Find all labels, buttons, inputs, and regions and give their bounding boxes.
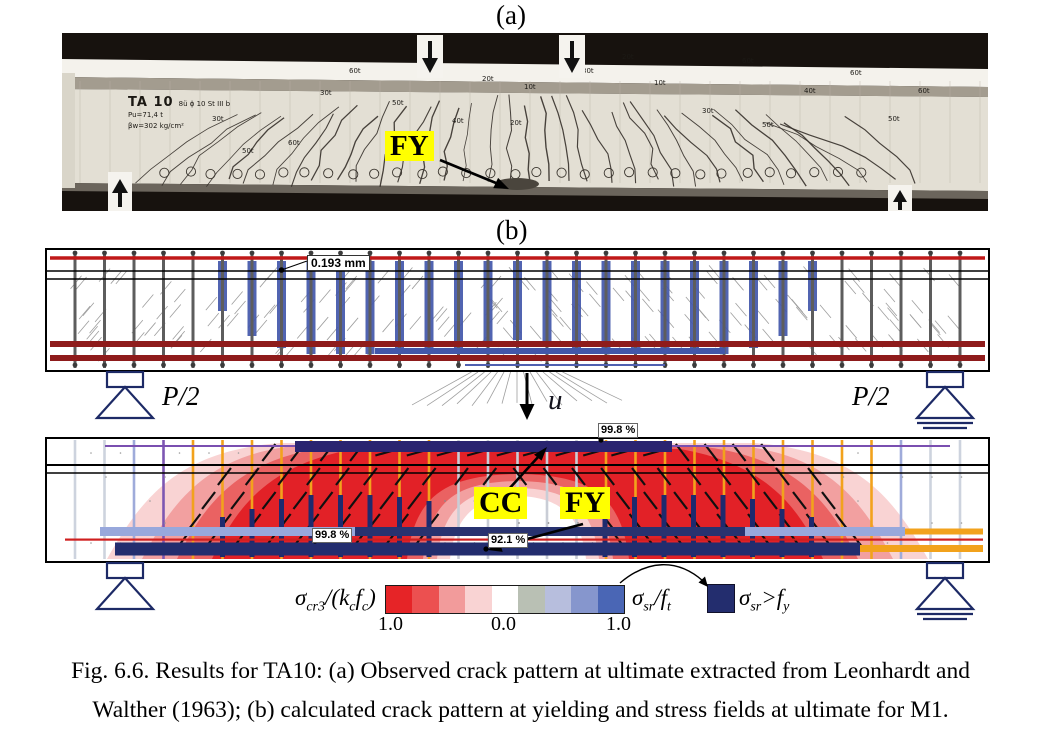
- svg-text:50t: 50t: [762, 121, 774, 129]
- colorbar-segment: [597, 586, 624, 613]
- colorbar-segment: [438, 586, 466, 613]
- yield-color-swatch: [707, 584, 735, 613]
- svg-text:60t: 60t: [918, 87, 930, 95]
- colorbar-segment: [412, 586, 439, 613]
- support-pin-left-icon: [94, 561, 156, 611]
- beam-outline: [45, 437, 990, 563]
- panel-a-label: (a): [496, 0, 526, 30]
- colorbar-segment: [491, 586, 519, 613]
- cc-tag: CC: [474, 487, 528, 519]
- specimen-id-block: TA 10 8ü ϕ 10 St III b Pu=71,4 t βw=302 …: [128, 95, 231, 130]
- svg-text:30t: 30t: [212, 115, 224, 123]
- crack-pattern-diagram: [45, 248, 990, 430]
- displacement-label: u: [548, 384, 563, 416]
- crushing-band: [295, 441, 672, 452]
- fy-arrow-icon: [439, 158, 509, 189]
- top-utilization-label: 99.8 %: [598, 423, 639, 438]
- displacement-arrow-icon: [519, 373, 535, 420]
- svg-text:40t: 40t: [452, 117, 464, 125]
- svg-text:20t: 20t: [622, 53, 634, 61]
- fy-tag: FY: [560, 487, 610, 519]
- load-arrow-right-icon: [559, 35, 585, 78]
- cc-arrow-icon: [507, 447, 547, 491]
- reaction-arrow-left-icon: [108, 172, 132, 211]
- load-stage-labels: 30t 50t 60t 60t 30t 20t 30t 50t 40t 20t 10t 30t 20t 1…: [212, 53, 930, 155]
- svg-text:40t: 40t: [804, 87, 816, 95]
- specimen-name: TA 10: [128, 95, 174, 110]
- load-label-left: P/2: [162, 381, 200, 411]
- support-roller-right-icon: [914, 370, 976, 430]
- colorbar-segment: [571, 586, 598, 613]
- colorbar-tick-center: 0.0: [491, 613, 516, 635]
- bottom-rebar-yield-band: [355, 527, 745, 536]
- colorbar-tick-right: 1.0: [606, 613, 631, 635]
- svg-text:20t: 20t: [482, 75, 494, 83]
- legend-curve-arrow-icon: [619, 564, 708, 587]
- steel-stress-legend-label: σsr/ft: [632, 585, 671, 615]
- caption-line-2: Walther (1963); (b) calculated crack pat…: [92, 697, 949, 723]
- svg-text:20t: 20t: [510, 119, 522, 127]
- svg-text:50t: 50t: [392, 99, 404, 107]
- svg-text:50t: 50t: [888, 115, 900, 123]
- caption-line-1: Fig. 6.6. Results for TA10: (a) Observed…: [71, 658, 970, 684]
- colorbar-segment: [465, 586, 492, 613]
- svg-text:30t: 30t: [320, 89, 332, 97]
- support-roller-right-icon: [914, 561, 976, 621]
- concrete-stress-legend-label: σcr3/(kcfc): [295, 585, 376, 615]
- formwork-grid: [79, 81, 981, 183]
- svg-text:60t: 60t: [742, 57, 754, 65]
- colorbar-segment: [544, 586, 572, 613]
- svg-text:60t: 60t: [850, 69, 862, 77]
- svg-text:30t: 30t: [582, 67, 594, 75]
- colorbar: [385, 585, 625, 614]
- photo-fy-tag: FY: [385, 131, 434, 161]
- support-pin-left-icon: [94, 370, 156, 420]
- svg-text:30t: 30t: [702, 107, 714, 115]
- load-label-right: P/2: [852, 381, 890, 411]
- beam-face: [62, 89, 988, 191]
- crack-width-label: 0.193 mm: [307, 255, 370, 271]
- left-utilization-label: 99.8 %: [312, 528, 353, 543]
- beam-outline: [45, 248, 990, 372]
- load-arrow-left-icon: [417, 35, 443, 78]
- svg-text:10t: 10t: [524, 83, 536, 91]
- svg-text:10t: 10t: [654, 79, 666, 87]
- bottom-utilization-label: 92.1 %: [488, 533, 529, 548]
- svg-text:60t: 60t: [288, 139, 300, 147]
- yielded-rebar-segment: [375, 348, 725, 354]
- svg-text:60t: 60t: [349, 67, 361, 75]
- crack-photo: 30t 50t 60t 60t 30t 20t 30t 50t 40t 20t 10t 30t 20t 1…: [62, 33, 988, 211]
- panel-b-label: (b): [496, 215, 528, 245]
- reaction-arrow-right-icon: [888, 185, 912, 211]
- svg-text:50t: 50t: [242, 147, 254, 155]
- crack-lines: [135, 94, 916, 187]
- yield-legend-label: σsr>fy: [739, 585, 790, 615]
- colorbar-tick-left: 1.0: [378, 613, 403, 635]
- colorbar-segment: [386, 586, 413, 613]
- colorbar-segment: [518, 586, 545, 613]
